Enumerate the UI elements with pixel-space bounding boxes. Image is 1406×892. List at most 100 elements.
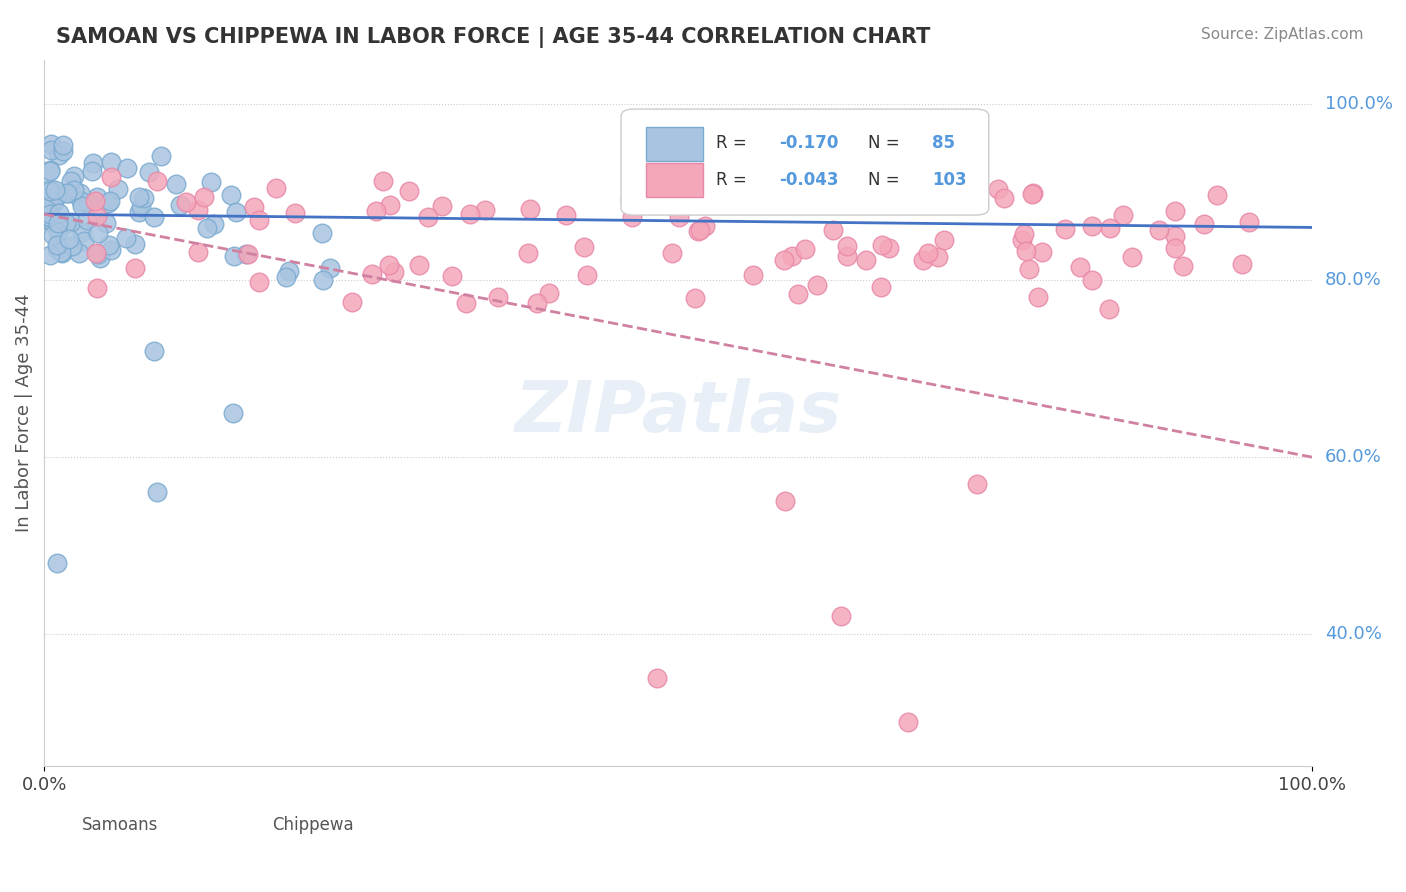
Point bbox=[142, 210, 165, 224]
Point bbox=[146, 485, 169, 500]
Point bbox=[1098, 301, 1121, 316]
Point bbox=[124, 260, 146, 275]
Point bbox=[416, 210, 439, 224]
Point bbox=[772, 253, 794, 268]
Text: R =: R = bbox=[716, 170, 752, 189]
Point bbox=[668, 210, 690, 224]
Point bbox=[45, 237, 67, 252]
Point bbox=[917, 246, 939, 260]
Point bbox=[619, 193, 641, 207]
Text: -0.170: -0.170 bbox=[779, 134, 839, 152]
Point bbox=[56, 186, 79, 201]
Point bbox=[55, 216, 77, 230]
Point bbox=[202, 217, 225, 231]
Point bbox=[89, 252, 111, 266]
Text: 60.0%: 60.0% bbox=[1324, 448, 1382, 467]
Point bbox=[1026, 290, 1049, 304]
Point bbox=[44, 183, 66, 197]
Point bbox=[46, 187, 69, 202]
Point bbox=[312, 273, 335, 287]
Text: 80.0%: 80.0% bbox=[1324, 271, 1382, 289]
Point bbox=[39, 144, 62, 158]
Point bbox=[100, 154, 122, 169]
Point bbox=[782, 249, 804, 263]
Point bbox=[39, 211, 62, 225]
Point bbox=[458, 207, 481, 221]
Point bbox=[946, 186, 969, 200]
Point bbox=[441, 268, 464, 283]
Text: -0.043: -0.043 bbox=[779, 170, 839, 189]
Point bbox=[225, 204, 247, 219]
Point bbox=[1147, 222, 1170, 236]
Point bbox=[454, 296, 477, 310]
Point bbox=[835, 239, 858, 253]
Point bbox=[693, 219, 716, 233]
FancyBboxPatch shape bbox=[647, 127, 703, 161]
Point bbox=[107, 182, 129, 196]
Point bbox=[39, 247, 62, 261]
Point bbox=[48, 206, 70, 220]
Point bbox=[145, 174, 167, 188]
Point bbox=[219, 188, 242, 202]
Point bbox=[319, 261, 342, 276]
Point bbox=[39, 207, 62, 221]
FancyBboxPatch shape bbox=[647, 163, 703, 197]
Point bbox=[835, 249, 858, 263]
Point bbox=[576, 268, 599, 282]
Point bbox=[661, 245, 683, 260]
Point bbox=[1022, 186, 1045, 200]
Point bbox=[278, 264, 301, 278]
Text: ZIPatlas: ZIPatlas bbox=[515, 378, 842, 448]
Text: 85: 85 bbox=[932, 134, 955, 152]
Text: 100.0%: 100.0% bbox=[1324, 95, 1393, 112]
Point bbox=[166, 177, 188, 191]
Point bbox=[73, 235, 96, 249]
Point bbox=[274, 270, 297, 285]
Text: Source: ZipAtlas.com: Source: ZipAtlas.com bbox=[1201, 27, 1364, 42]
Point bbox=[398, 185, 420, 199]
Point bbox=[86, 281, 108, 295]
Point bbox=[1012, 227, 1035, 241]
Point bbox=[794, 243, 817, 257]
Point bbox=[46, 216, 69, 230]
Point bbox=[361, 267, 384, 281]
Point bbox=[77, 196, 100, 211]
Point bbox=[432, 199, 454, 213]
Point bbox=[704, 184, 727, 198]
Point bbox=[128, 205, 150, 219]
Point bbox=[672, 190, 695, 204]
Point bbox=[129, 201, 152, 215]
Point bbox=[364, 204, 387, 219]
Point bbox=[39, 198, 62, 212]
Point bbox=[39, 136, 62, 151]
Point bbox=[86, 210, 108, 224]
Point bbox=[378, 198, 401, 212]
Point bbox=[235, 247, 257, 261]
Point bbox=[39, 182, 62, 196]
Point bbox=[742, 194, 765, 209]
Point bbox=[49, 244, 72, 259]
Point bbox=[860, 186, 883, 201]
Point bbox=[84, 246, 107, 260]
Point bbox=[806, 277, 828, 292]
Point bbox=[76, 212, 98, 227]
Point bbox=[142, 344, 165, 359]
Point bbox=[41, 228, 63, 243]
Point bbox=[100, 244, 122, 258]
Point bbox=[621, 210, 644, 224]
Point bbox=[55, 186, 77, 201]
FancyBboxPatch shape bbox=[56, 798, 84, 826]
Point bbox=[1171, 260, 1194, 274]
Point bbox=[128, 190, 150, 204]
Point bbox=[1098, 221, 1121, 235]
Point bbox=[932, 233, 955, 247]
Point bbox=[86, 190, 108, 204]
Text: R =: R = bbox=[716, 134, 752, 152]
Point bbox=[138, 165, 160, 179]
Point bbox=[1031, 245, 1053, 260]
Point bbox=[100, 170, 122, 185]
Text: N =: N = bbox=[869, 170, 905, 189]
Point bbox=[86, 226, 108, 240]
Point bbox=[60, 174, 83, 188]
Point bbox=[645, 671, 668, 685]
